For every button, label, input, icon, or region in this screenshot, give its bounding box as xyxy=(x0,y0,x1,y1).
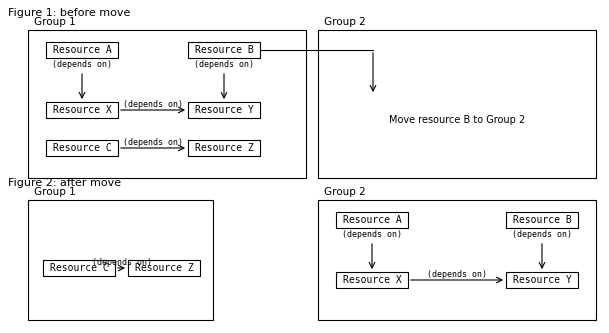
Text: (depends on): (depends on) xyxy=(123,100,183,109)
Text: Resource C: Resource C xyxy=(52,143,111,153)
Text: Resource Y: Resource Y xyxy=(195,105,253,115)
Bar xyxy=(506,272,578,288)
Text: Group 1: Group 1 xyxy=(34,187,76,197)
Bar xyxy=(318,30,596,178)
Text: Resource B: Resource B xyxy=(195,45,253,55)
Bar xyxy=(128,260,200,276)
Bar xyxy=(188,42,260,58)
Text: Resource A: Resource A xyxy=(343,215,401,225)
Bar xyxy=(336,272,408,288)
Text: Figure 2: after move: Figure 2: after move xyxy=(8,178,121,188)
Text: Group 1: Group 1 xyxy=(34,17,76,27)
Bar xyxy=(46,42,118,58)
Text: Resource X: Resource X xyxy=(52,105,111,115)
Text: Group 2: Group 2 xyxy=(324,17,366,27)
Bar xyxy=(46,102,118,118)
Text: Resource X: Resource X xyxy=(343,275,401,285)
Text: (depends on): (depends on) xyxy=(342,230,402,239)
Bar xyxy=(188,102,260,118)
Text: Move resource B to Group 2: Move resource B to Group 2 xyxy=(389,115,525,125)
Text: Resource Y: Resource Y xyxy=(513,275,571,285)
Text: Resource A: Resource A xyxy=(52,45,111,55)
Text: (depends on): (depends on) xyxy=(91,258,152,267)
Text: Figure 1: before move: Figure 1: before move xyxy=(8,8,130,18)
Bar xyxy=(28,200,213,320)
Bar xyxy=(336,212,408,228)
Text: (depends on): (depends on) xyxy=(52,60,112,69)
Bar xyxy=(43,260,115,276)
Text: (depends on): (depends on) xyxy=(123,138,183,147)
Text: Resource Z: Resource Z xyxy=(195,143,253,153)
Text: Resource Z: Resource Z xyxy=(135,263,194,273)
Bar xyxy=(28,30,306,178)
Text: (depends on): (depends on) xyxy=(194,60,254,69)
Bar xyxy=(188,140,260,156)
Text: (depends on): (depends on) xyxy=(512,230,572,239)
Text: Resource B: Resource B xyxy=(513,215,571,225)
Text: Group 2: Group 2 xyxy=(324,187,366,197)
Text: (depends on): (depends on) xyxy=(427,270,487,279)
Text: Resource C: Resource C xyxy=(49,263,108,273)
Bar xyxy=(506,212,578,228)
Bar xyxy=(318,200,596,320)
Bar xyxy=(46,140,118,156)
